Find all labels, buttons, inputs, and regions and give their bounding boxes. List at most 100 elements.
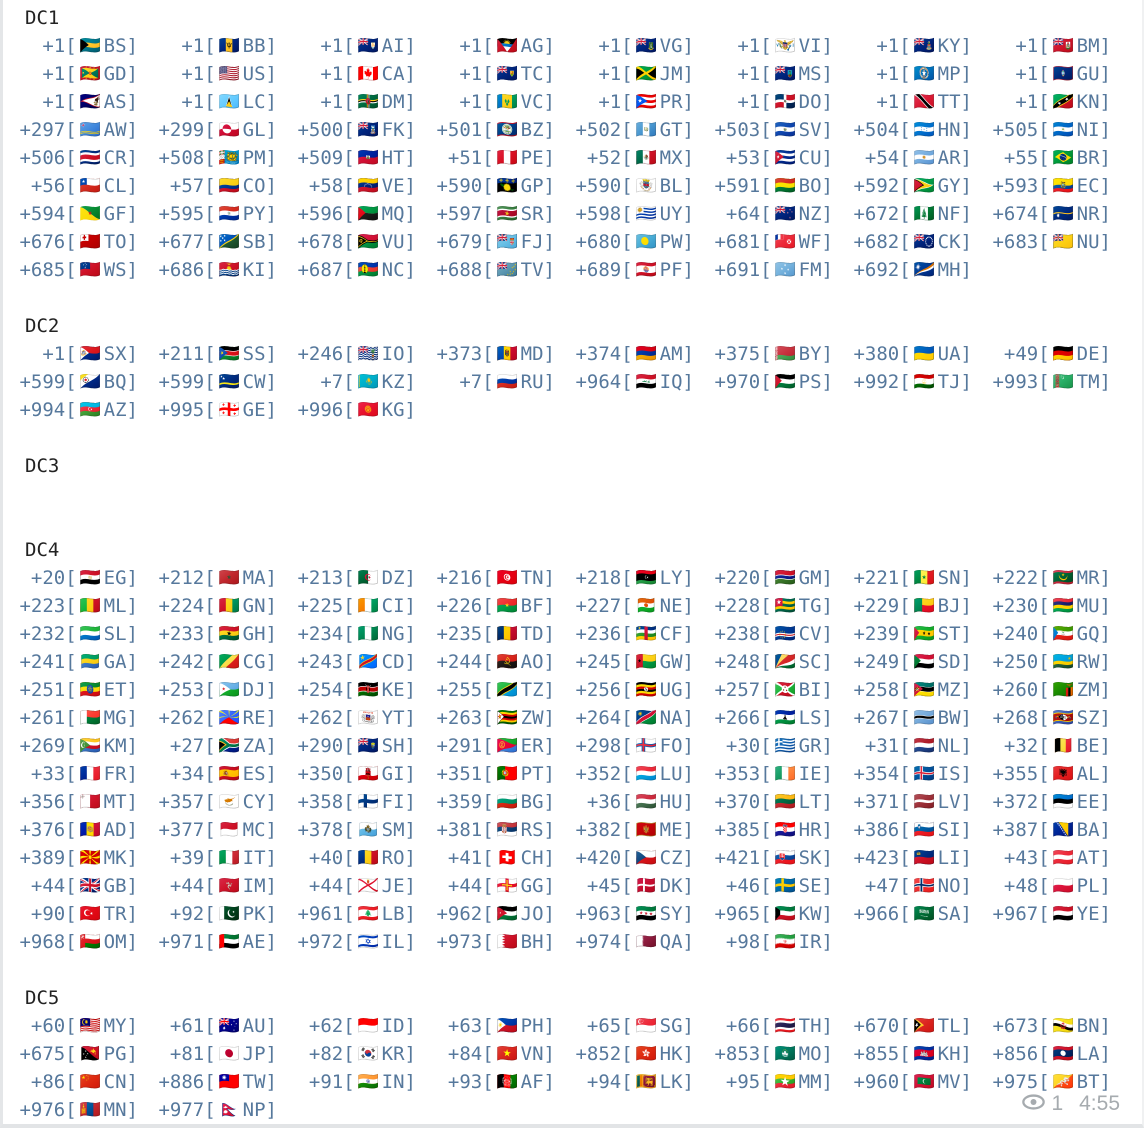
dial-code-entry[interactable]: +1[🇺🇸 US] [150,60,289,88]
dial-code-entry[interactable]: +1[🇦🇮 AI] [289,32,428,60]
dial-code-entry[interactable]: +370[🇱🇹 LT] [706,788,845,816]
dial-code-entry[interactable]: +243[🇨🇩 CD] [289,648,428,676]
dial-code-entry[interactable]: +245[🇬🇼 GW] [567,648,706,676]
dial-code-entry[interactable]: +1[🇸🇽 SX] [11,340,150,368]
dial-code-entry[interactable]: +855[🇰🇭 KH] [845,1040,984,1068]
dial-code-entry[interactable]: +239[🇸🇹 ST] [845,620,984,648]
dial-code-entry[interactable]: +255[🇹🇿 TZ] [428,676,567,704]
dial-code-entry[interactable]: +675[🇵🇬 PG] [11,1040,150,1068]
dial-code-entry[interactable]: +691[🇫🇲 FM] [706,256,845,284]
dial-code-entry[interactable]: +39[🇮🇹 IT] [150,844,289,872]
dial-code-entry[interactable]: +590[🇬🇵 GP] [428,172,567,200]
dial-code-entry[interactable]: +218[🇱🇾 LY] [567,564,706,592]
dial-code-entry[interactable]: +91[🇮🇳 IN] [289,1068,428,1096]
dial-code-entry[interactable]: +1[🇦🇬 AG] [428,32,567,60]
dial-code-entry[interactable]: +852[🇭🇰 HK] [567,1040,706,1068]
dial-code-entry[interactable]: +253[🇩🇯 DJ] [150,676,289,704]
dial-code-entry[interactable]: +1[🇵🇷 PR] [567,88,706,116]
dial-code-entry[interactable]: +230[🇲🇺 MU] [984,592,1123,620]
dial-code-entry[interactable]: +355[🇦🇱 AL] [984,760,1123,788]
dial-code-entry[interactable]: +90[🇹🇷 TR] [11,900,150,928]
dial-code-entry[interactable]: +52[🇲🇽 MX] [567,144,706,172]
dial-code-entry[interactable]: +224[🇬🇳 GN] [150,592,289,620]
dial-code-entry[interactable]: +269[🇰🇲 KM] [11,732,150,760]
dial-code-entry[interactable]: +1[🇦🇸 AS] [11,88,150,116]
dial-code-entry[interactable]: +251[🇪🇹 ET] [11,676,150,704]
dial-code-entry[interactable]: +211[🇸🇸 SS] [150,340,289,368]
dial-code-entry[interactable]: +378[🇸🇲 SM] [289,816,428,844]
dial-code-entry[interactable]: +996[🇰🇬 KG] [289,396,428,424]
dial-code-entry[interactable]: +46[🇸🇪 SE] [706,872,845,900]
dial-code-entry[interactable]: +420[🇨🇿 CZ] [567,844,706,872]
dial-code-entry[interactable]: +236[🇨🇫 CF] [567,620,706,648]
dial-code-entry[interactable]: +1[🇩🇴 DO] [706,88,845,116]
dial-code-entry[interactable]: +977[🇳🇵 NP] [150,1096,289,1124]
dial-code-entry[interactable]: +968[🇴🇲 OM] [11,928,150,956]
dial-code-entry[interactable]: +1[🇯🇲 JM] [567,60,706,88]
dial-code-entry[interactable]: +599[🇧🇶 BQ] [11,368,150,396]
dial-code-entry[interactable]: +229[🇧🇯 BJ] [845,592,984,620]
dial-code-entry[interactable]: +244[🇦🇴 AO] [428,648,567,676]
dial-code-entry[interactable]: +354[🇮🇸 IS] [845,760,984,788]
dial-code-entry[interactable]: +262[🇷🇪 RE] [150,704,289,732]
dial-code-entry[interactable]: +1[🇧🇸 BS] [11,32,150,60]
dial-code-entry[interactable]: +95[🇲🇲 MM] [706,1068,845,1096]
dial-code-entry[interactable]: +976[🇲🇳 MN] [11,1096,150,1124]
dial-code-entry[interactable]: +1[🇻🇬 VG] [567,32,706,60]
dial-code-entry[interactable]: +502[🇬🇹 GT] [567,116,706,144]
dial-code-entry[interactable]: +60[🇲🇾 MY] [11,1012,150,1040]
dial-code-entry[interactable]: +509[🇭🇹 HT] [289,144,428,172]
dial-code-entry[interactable]: +351[🇵🇹 PT] [428,760,567,788]
dial-code-entry[interactable]: +235[🇹🇩 TD] [428,620,567,648]
dial-code-entry[interactable]: +685[🇼🇸 WS] [11,256,150,284]
dial-code-entry[interactable]: +380[🇺🇦 UA] [845,340,984,368]
dial-code-entry[interactable]: +212[🇲🇦 MA] [150,564,289,592]
dial-code-entry[interactable]: +20[🇪🇬 EG] [11,564,150,592]
dial-code-entry[interactable]: +222[🇲🇷 MR] [984,564,1123,592]
dial-code-entry[interactable]: +94[🇱🇰 LK] [567,1068,706,1096]
dial-code-entry[interactable]: +962[🇯🇴 JO] [428,900,567,928]
dial-code-entry[interactable]: +964[🇮🇶 IQ] [567,368,706,396]
dial-code-entry[interactable]: +376[🇦🇩 AD] [11,816,150,844]
dial-code-entry[interactable]: +291[🇪🇷 ER] [428,732,567,760]
dial-code-entry[interactable]: +216[🇹🇳 TN] [428,564,567,592]
dial-code-entry[interactable]: +598[🇺🇾 UY] [567,200,706,228]
dial-code-entry[interactable]: +372[🇪🇪 EE] [984,788,1123,816]
dial-code-entry[interactable]: +228[🇹🇬 TG] [706,592,845,620]
dial-code-entry[interactable]: +48[🇵🇱 PL] [984,872,1123,900]
dial-code-entry[interactable]: +374[🇦🇲 AM] [567,340,706,368]
dial-code-entry[interactable]: +233[🇬🇭 GH] [150,620,289,648]
dial-code-entry[interactable]: +27[🇿🇦 ZA] [150,732,289,760]
dial-code-entry[interactable]: +44[🇬🇬 GG] [428,872,567,900]
dial-code-entry[interactable]: +254[🇰🇪 KE] [289,676,428,704]
dial-code-entry[interactable]: +98[🇮🇷 IR] [706,928,845,956]
dial-code-entry[interactable]: +257[🇧🇮 BI] [706,676,845,704]
dial-code-entry[interactable]: +387[🇧🇦 BA] [984,816,1123,844]
dial-code-entry[interactable]: +213[🇩🇿 DZ] [289,564,428,592]
dial-code-entry[interactable]: +7[🇰🇿 KZ] [289,368,428,396]
dial-code-entry[interactable]: +81[🇯🇵 JP] [150,1040,289,1068]
dial-code-entry[interactable]: +93[🇦🇫 AF] [428,1068,567,1096]
dial-code-entry[interactable]: +967[🇾🇪 YE] [984,900,1123,928]
dial-code-entry[interactable]: +676[🇹🇴 TO] [11,228,150,256]
dial-code-entry[interactable]: +62[🇮🇩 ID] [289,1012,428,1040]
dial-code-entry[interactable]: +973[🇧🇭 BH] [428,928,567,956]
dial-code-entry[interactable]: +595[🇵🇾 PY] [150,200,289,228]
dial-code-entry[interactable]: +591[🇧🇴 BO] [706,172,845,200]
dial-code-entry[interactable]: +54[🇦🇷 AR] [845,144,984,172]
dial-code-entry[interactable]: +40[🇷🇴 RO] [289,844,428,872]
dial-code-entry[interactable]: +30[🇬🇷 GR] [706,732,845,760]
dial-code-entry[interactable]: +853[🇲🇴 MO] [706,1040,845,1068]
dial-code-entry[interactable]: +678[🇻🇺 VU] [289,228,428,256]
dial-code-entry[interactable]: +246[🇮🇴 IO] [289,340,428,368]
dial-code-entry[interactable]: +687[🇳🇨 NC] [289,256,428,284]
dial-code-entry[interactable]: +679[🇫🇯 FJ] [428,228,567,256]
dial-code-entry[interactable]: +32[🇧🇪 BE] [984,732,1123,760]
dial-code-entry[interactable]: +55[🇧🇷 BR] [984,144,1123,172]
dial-code-entry[interactable]: +353[🇮🇪 IE] [706,760,845,788]
dial-code-entry[interactable]: +1[🇻🇨 VC] [428,88,567,116]
dial-code-entry[interactable]: +63[🇵🇭 PH] [428,1012,567,1040]
dial-code-entry[interactable]: +262[🇾🇹 YT] [289,704,428,732]
dial-code-entry[interactable]: +386[🇸🇮 SI] [845,816,984,844]
dial-code-entry[interactable]: +226[🇧🇫 BF] [428,592,567,620]
